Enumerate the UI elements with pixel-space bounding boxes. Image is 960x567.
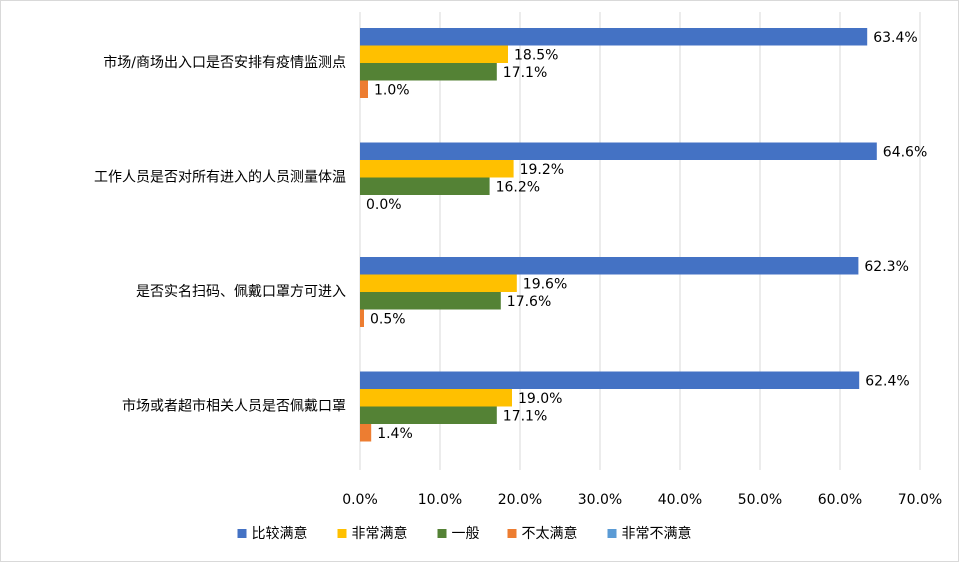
x-tick-label: 20.0%: [498, 492, 542, 508]
x-tick-label: 0.0%: [342, 492, 378, 508]
data-label: 1.4%: [377, 426, 413, 442]
bar: [360, 160, 514, 178]
legend-swatch: [437, 529, 447, 538]
data-label: 64.6%: [883, 144, 927, 160]
data-label: 19.2%: [520, 162, 564, 178]
data-label: 62.4%: [865, 373, 909, 389]
bar: [360, 309, 364, 327]
data-label: 0.5%: [370, 311, 406, 327]
legend-label: 非常满意: [352, 525, 408, 542]
bar: [360, 371, 860, 389]
data-label: 1.0%: [374, 82, 410, 98]
data-label: 63.4%: [873, 30, 917, 46]
y-tick-label: 工作人员是否对所有进入的人员测量体温: [94, 170, 346, 186]
legend-swatch: [507, 529, 517, 538]
legend-swatch: [337, 529, 347, 538]
x-tick-label: 60.0%: [818, 492, 862, 508]
bar: [360, 142, 877, 160]
y-tick-label: 市场或者超市相关人员是否佩戴口罩: [122, 398, 346, 415]
bar: [360, 28, 868, 46]
data-label: 17.1%: [503, 408, 547, 424]
x-tick-label: 30.0%: [578, 492, 622, 508]
bar: [360, 45, 508, 63]
legend-label: 不太满意: [522, 525, 578, 542]
data-label: 17.1%: [503, 65, 547, 81]
legend-label: 一般: [452, 526, 480, 542]
bar: [360, 424, 372, 442]
y-tick-label: 是否实名扫码、佩戴口罩方可进入: [136, 284, 346, 300]
y-tick-label: 市场/商场出入口是否安排有疫情监测点: [103, 54, 346, 71]
legend-label: 比较满意: [252, 525, 308, 542]
data-label: 0.0%: [366, 197, 402, 213]
x-tick-label: 50.0%: [738, 492, 782, 508]
bar: [360, 257, 859, 275]
bar: [360, 292, 501, 310]
x-tick-label: 70.0%: [898, 492, 942, 508]
data-label: 19.6%: [523, 276, 567, 292]
x-tick-label: 10.0%: [418, 492, 462, 508]
bar: [360, 274, 517, 292]
legend-swatch: [607, 529, 617, 538]
legend-label: 非常不满意: [622, 525, 692, 542]
data-label: 19.0%: [518, 391, 562, 407]
data-label: 18.5%: [514, 47, 558, 63]
bar: [360, 63, 497, 81]
bar: [360, 80, 368, 98]
bar: [360, 177, 490, 195]
data-label: 16.2%: [496, 179, 540, 195]
legend-swatch: [237, 529, 247, 538]
data-label: 17.6%: [507, 294, 551, 310]
data-label: 62.3%: [864, 259, 908, 275]
bar: [360, 389, 512, 407]
x-tick-label: 40.0%: [658, 492, 702, 508]
bar: [360, 406, 497, 424]
